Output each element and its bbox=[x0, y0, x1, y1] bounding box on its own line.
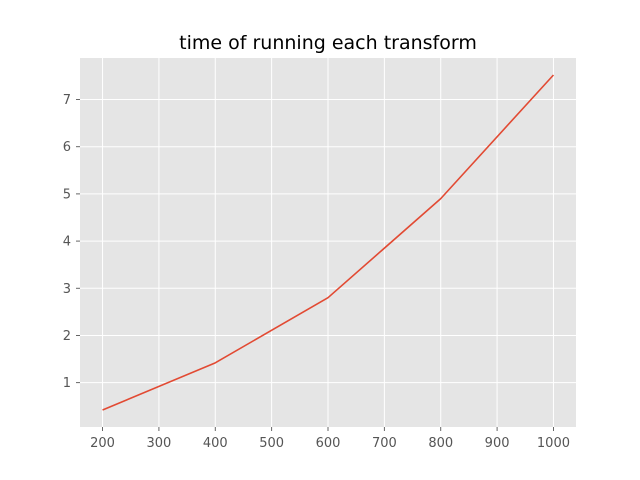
x-tick-label: 200 bbox=[90, 436, 115, 451]
x-tick-label: 400 bbox=[203, 436, 228, 451]
y-tick-label: 6 bbox=[63, 140, 71, 155]
x-tick-label: 900 bbox=[485, 436, 510, 451]
x-tick-label: 700 bbox=[372, 436, 397, 451]
x-tick-label: 600 bbox=[316, 436, 341, 451]
y-tick-label: 4 bbox=[63, 235, 71, 250]
series-line bbox=[102, 74, 555, 411]
series-layer bbox=[102, 74, 555, 411]
chart-title: time of running each transform bbox=[179, 32, 477, 54]
y-tick-label: 3 bbox=[63, 282, 71, 297]
x-tick-label: 800 bbox=[428, 436, 453, 451]
axis-ticks: 200 300 400 500 600 700 800 900 1000 1 2 3 4 5 6 7 bbox=[63, 93, 570, 451]
y-tick-label: 1 bbox=[63, 376, 71, 391]
x-tick-label: 300 bbox=[146, 436, 171, 451]
y-tick-label: 2 bbox=[63, 329, 71, 344]
gridlines bbox=[80, 58, 576, 427]
y-tick-label: 5 bbox=[63, 187, 71, 202]
x-tick-label: 500 bbox=[259, 436, 284, 451]
x-tick-label: 1000 bbox=[537, 436, 570, 451]
y-tick-label: 7 bbox=[63, 93, 71, 108]
